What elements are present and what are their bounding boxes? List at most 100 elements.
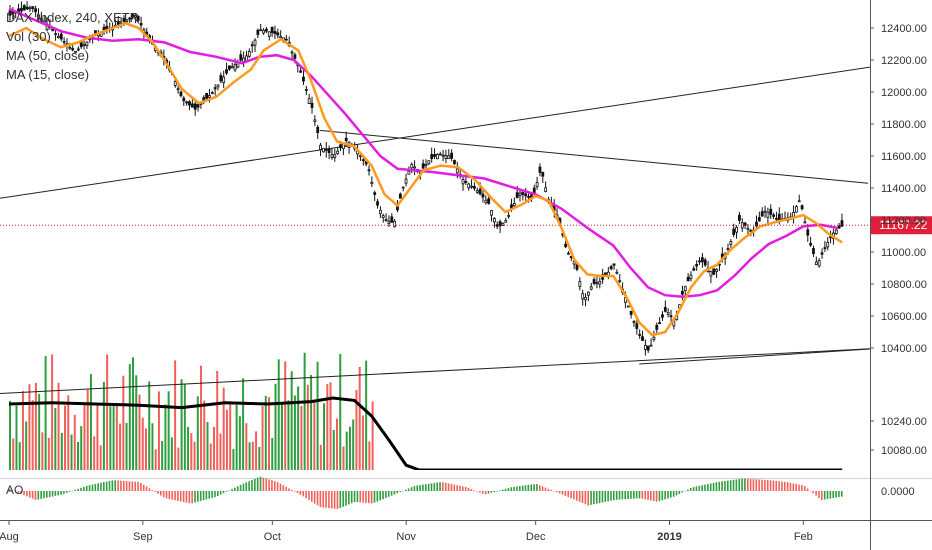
volume-bar xyxy=(203,400,206,470)
volume-bar xyxy=(371,401,374,470)
candle-body xyxy=(410,163,414,169)
legend-symbol[interactable]: DAX Index, 240, XETR xyxy=(6,10,139,25)
ao-bar xyxy=(54,491,57,496)
ao-bar xyxy=(362,491,364,503)
ao-bar xyxy=(419,484,421,491)
ao-bar xyxy=(416,485,419,491)
ao-bar xyxy=(741,478,743,491)
ao-bar xyxy=(493,491,495,492)
volume-bar xyxy=(316,361,319,470)
volume-bar xyxy=(306,384,309,470)
ao-bar xyxy=(60,491,62,495)
ao-bar xyxy=(613,491,615,501)
candle-body xyxy=(635,323,639,329)
ao-bar xyxy=(758,479,760,491)
ao-bar xyxy=(513,486,515,491)
ao-bar xyxy=(34,491,37,500)
candle-body xyxy=(373,192,377,195)
ao-legend[interactable]: AO xyxy=(6,483,24,497)
volume-bar xyxy=(174,360,177,470)
ao-bar xyxy=(558,491,561,494)
candle-body xyxy=(467,183,471,189)
candle-body xyxy=(638,334,642,336)
ao-bar xyxy=(792,483,795,491)
candle-body xyxy=(492,217,496,223)
candle-body xyxy=(367,169,371,172)
candle-body xyxy=(393,221,397,228)
ao-bar xyxy=(199,491,202,501)
candle-body xyxy=(578,281,582,287)
ao-bar xyxy=(219,491,222,495)
ao-bar xyxy=(547,488,550,491)
volume-bar xyxy=(54,408,57,470)
candle-body xyxy=(225,69,228,74)
ao-bar xyxy=(501,489,504,491)
ao-bar xyxy=(721,481,723,491)
ao-bar xyxy=(504,488,507,491)
candle-body xyxy=(59,33,63,40)
volume-bar xyxy=(329,382,332,470)
candle-body xyxy=(541,171,545,177)
volume-bar xyxy=(212,426,215,470)
volume-bar xyxy=(15,405,18,470)
legend-volume[interactable]: Vol (30) xyxy=(6,29,51,44)
volume-bar xyxy=(64,405,67,470)
ao-bar xyxy=(330,491,333,509)
ao-bar xyxy=(752,479,755,491)
ao-bar xyxy=(68,491,71,492)
legend-ma15[interactable]: MA (15, close) xyxy=(6,67,90,82)
candle-body xyxy=(336,150,340,155)
ao-bar xyxy=(439,482,441,491)
ao-bar xyxy=(31,491,34,499)
volume-bar xyxy=(18,442,21,470)
volume-bar xyxy=(96,404,99,470)
candle-body xyxy=(407,170,411,175)
ao-bar xyxy=(567,491,570,498)
candle-body xyxy=(322,147,325,153)
ao-bar xyxy=(761,479,763,491)
candle-body xyxy=(683,286,687,292)
volume-bar xyxy=(67,395,70,470)
candle-body xyxy=(595,282,599,285)
candle-body xyxy=(378,209,382,214)
ao-bar xyxy=(103,482,105,491)
ao-bar xyxy=(65,491,68,493)
ao-bar xyxy=(171,491,174,500)
candle-body xyxy=(364,161,368,165)
ao-bar xyxy=(348,491,350,505)
ao-bar xyxy=(228,490,230,491)
candle-body xyxy=(544,187,548,193)
ao-bar xyxy=(308,491,310,500)
ao-bar xyxy=(533,484,535,491)
ao-bar xyxy=(202,491,205,501)
candle-body xyxy=(219,75,223,82)
ao-bar xyxy=(724,481,726,491)
volume-bar xyxy=(125,422,128,470)
ao-bar xyxy=(239,484,242,491)
volume-bar xyxy=(128,364,131,470)
candle-body xyxy=(284,38,288,41)
candle-body xyxy=(384,219,388,221)
ao-bar xyxy=(815,491,817,496)
ao-bar xyxy=(254,478,256,491)
ao-bar xyxy=(225,491,228,492)
candle-body xyxy=(772,214,775,217)
ao-bar xyxy=(464,487,467,491)
candle-body xyxy=(470,185,473,188)
ao-bar xyxy=(433,482,436,491)
candle-body xyxy=(649,344,653,347)
volume-bar xyxy=(167,391,170,470)
candle-body xyxy=(256,29,260,35)
ao-bar xyxy=(618,491,621,500)
ao-bar xyxy=(476,491,478,492)
candle-body xyxy=(803,221,807,224)
legend-ma50[interactable]: MA (50, close) xyxy=(6,48,90,63)
candle-body xyxy=(806,229,810,236)
volume-bar xyxy=(177,447,180,470)
ao-bar xyxy=(296,491,299,494)
ao-bar xyxy=(610,491,612,501)
candle-body xyxy=(361,159,365,162)
candle-body xyxy=(692,268,696,271)
candle-body xyxy=(652,336,656,340)
